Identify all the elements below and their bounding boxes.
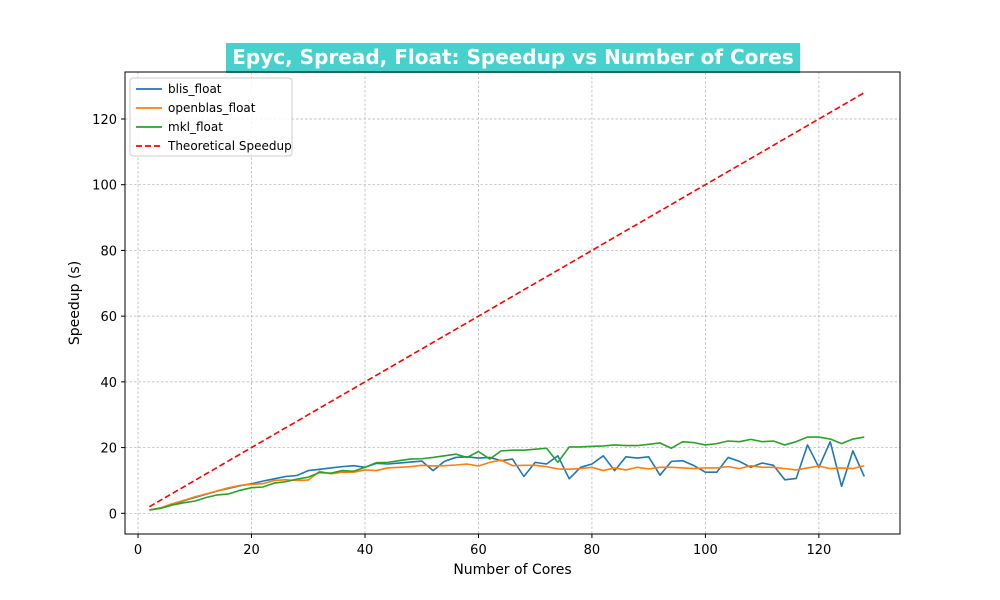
x-tick-label: 20	[243, 543, 260, 558]
legend-label: openblas_float	[168, 101, 256, 115]
y-tick-label: 100	[92, 179, 117, 194]
x-tick-label: 60	[470, 543, 487, 558]
grid-lines	[125, 72, 900, 534]
series-lines	[148, 92, 865, 511]
chart-title-group: Epyc, Spread, Float: Speedup vs Number o…	[226, 43, 800, 73]
chart-title-background	[226, 43, 800, 73]
y-tick-label: 80	[100, 244, 117, 259]
y-tick-label: 0	[109, 507, 117, 522]
x-axis-ticks: 0 20 40 60 80 100 120	[134, 534, 831, 558]
series-line-openblas-float	[149, 459, 865, 511]
x-tick-label: 100	[693, 543, 718, 558]
legend: blis_float openblas_float mkl_float Theoret…	[129, 77, 293, 157]
chart-title: Epyc, Spread, Float: Speedup vs Number o…	[232, 45, 794, 69]
y-axis-ticks: 0 20 40 60 80 100 120	[92, 113, 125, 522]
legend-label: mkl_float	[168, 120, 223, 134]
series-line-mkl-float	[149, 436, 865, 511]
legend-label: blis_float	[168, 82, 222, 96]
x-tick-label: 120	[806, 543, 831, 558]
y-tick-label: 40	[100, 376, 117, 391]
y-tick-label: 60	[100, 310, 117, 325]
x-tick-label: 80	[584, 543, 601, 558]
series-line-blis-float	[149, 440, 865, 511]
y-tick-label: 120	[92, 113, 117, 128]
series-line-theoretical-speedup	[148, 92, 865, 508]
y-tick-label: 20	[100, 442, 117, 457]
plot-frame	[124, 71, 901, 535]
x-tick-label: 40	[357, 543, 374, 558]
legend-box	[129, 77, 293, 157]
legend-label: Theoretical Speedup	[167, 139, 292, 153]
y-axis-label: Speedup (s)	[67, 261, 83, 345]
x-tick-label: 0	[134, 543, 142, 558]
x-axis-label: Number of Cores	[453, 562, 571, 578]
